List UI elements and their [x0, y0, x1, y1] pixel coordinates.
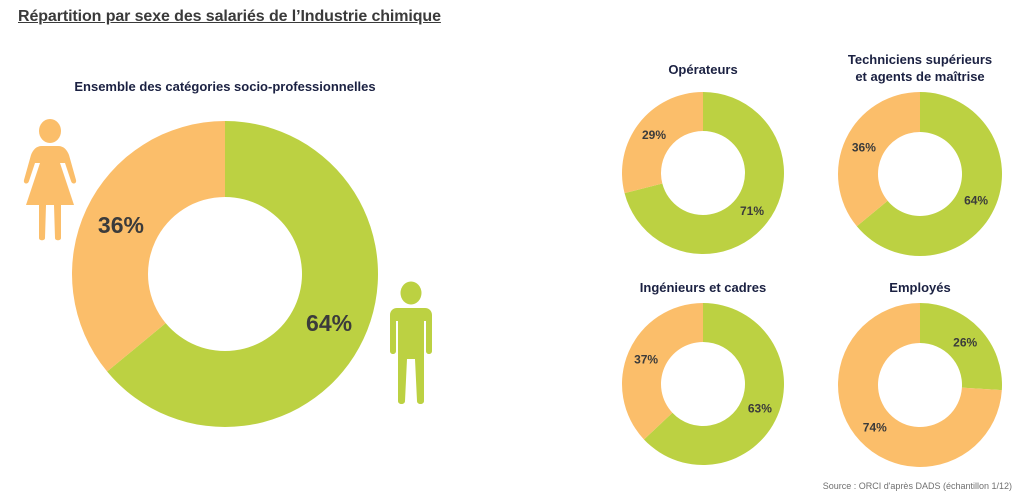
chart-title-employes: Employés [889, 280, 951, 295]
donut-slice-femmes [622, 303, 703, 440]
donut-chart-employes: 26% 74% [838, 303, 1002, 467]
data-label-femmes: 29% [642, 128, 666, 142]
female-person-icon [23, 119, 77, 241]
donut-slice-hommes [624, 92, 784, 255]
donut-slice-hommes [856, 92, 1002, 256]
donut-chart-operateurs: 71% 29% [622, 92, 784, 255]
data-label-femmes: 36% [852, 141, 876, 155]
chart-title-ingenieurs: Ingénieurs et cadres [639, 280, 767, 295]
page-title: Répartition par sexe des salariés de l’I… [18, 8, 441, 25]
donut-slice-hommes [920, 303, 1002, 391]
data-label-femmes: 37% [634, 352, 658, 366]
chart-title-techniciens-line-2: et agents de maîtrise [855, 69, 985, 84]
donut-slice-hommes [107, 121, 379, 427]
donut-slice-femmes [622, 92, 703, 194]
data-label-hommes: 64% [964, 193, 988, 207]
donut-slice-hommes [643, 303, 784, 465]
data-label-hommes: 26% [953, 336, 977, 350]
data-label-hommes: 64% [306, 310, 352, 336]
chart-title-techniciens: Techniciens supérieurs et agents de maît… [820, 51, 1020, 85]
chart-title-operateurs: Opérateurs [668, 62, 738, 77]
donut-slice-femmes [838, 92, 920, 227]
donut-chart-techniciens: 64% 36% [838, 92, 1002, 256]
donut-chart-ingenieurs: 63% 37% [622, 303, 784, 465]
donut-chart-ensemble: 64% 36% [72, 121, 379, 427]
data-label-hommes: 71% [740, 204, 764, 218]
chart-title-techniciens-line-1: Techniciens supérieurs [847, 52, 993, 67]
chart-title-ensemble: Ensemble des catégories socio-profession… [74, 79, 376, 94]
source-note: Source : ORCI d'après DADS (échantillon … [822, 481, 1012, 491]
data-label-hommes: 63% [748, 402, 772, 416]
data-label-femmes: 36% [98, 212, 144, 238]
donut-slice-femmes [72, 121, 225, 372]
male-person-icon [390, 281, 432, 404]
data-label-femmes: 74% [863, 420, 887, 434]
donut-slice-femmes [838, 303, 1002, 467]
